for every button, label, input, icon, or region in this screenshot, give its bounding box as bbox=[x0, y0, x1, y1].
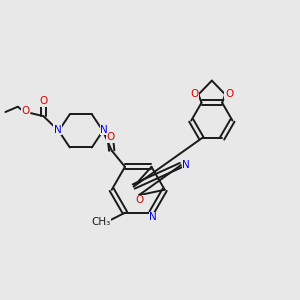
Text: N: N bbox=[54, 125, 61, 135]
Text: N: N bbox=[149, 212, 157, 222]
Text: CH₃: CH₃ bbox=[91, 217, 110, 226]
Text: N: N bbox=[182, 160, 190, 170]
Text: O: O bbox=[107, 132, 115, 142]
Text: O: O bbox=[135, 195, 143, 205]
Text: O: O bbox=[190, 89, 199, 99]
Text: N: N bbox=[100, 125, 108, 135]
Text: O: O bbox=[22, 106, 30, 116]
Text: O: O bbox=[39, 96, 47, 106]
Text: O: O bbox=[225, 89, 233, 99]
